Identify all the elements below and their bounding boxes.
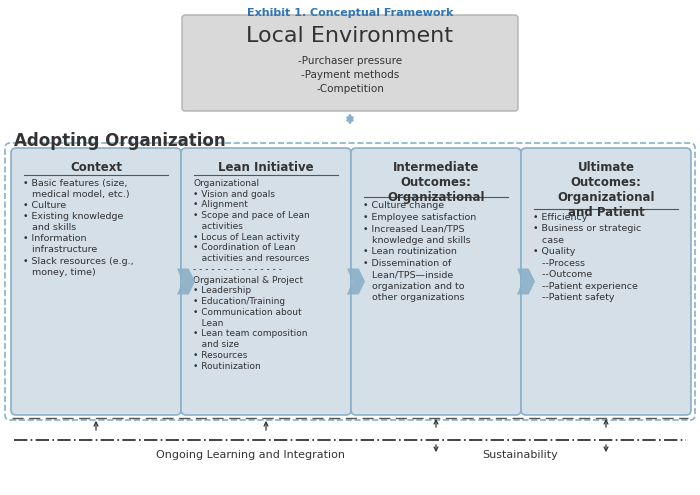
- Polygon shape: [517, 268, 535, 295]
- FancyBboxPatch shape: [181, 148, 351, 415]
- Polygon shape: [347, 268, 365, 295]
- Text: Adopting Organization: Adopting Organization: [14, 132, 225, 150]
- Text: Lean Initiative: Lean Initiative: [218, 161, 314, 174]
- Text: Organizational
• Vision and goals
• Alignment
• Scope and pace of Lean
   activi: Organizational • Vision and goals • Alig…: [193, 179, 309, 371]
- Text: Ongoing Learning and Integration: Ongoing Learning and Integration: [155, 450, 344, 460]
- FancyBboxPatch shape: [351, 148, 521, 415]
- Text: Intermediate
Outcomes:
Organizational: Intermediate Outcomes: Organizational: [387, 161, 484, 204]
- Text: Local Environment: Local Environment: [246, 26, 454, 46]
- Text: Ultimate
Outcomes:
Organizational
and Patient: Ultimate Outcomes: Organizational and Pa…: [557, 161, 654, 219]
- Text: • Basic features (size,
   medical model, etc.)
• Culture
• Existing knowledge
 : • Basic features (size, medical model, e…: [23, 179, 134, 277]
- Text: -Payment methods: -Payment methods: [301, 70, 399, 80]
- FancyBboxPatch shape: [11, 148, 181, 415]
- Text: Exhibit 1. Conceptual Framework: Exhibit 1. Conceptual Framework: [247, 8, 453, 18]
- FancyBboxPatch shape: [521, 148, 691, 415]
- Text: -Competition: -Competition: [316, 84, 384, 94]
- Text: -Purchaser pressure: -Purchaser pressure: [298, 56, 402, 66]
- Text: • Efficiency
• Business or strategic
   case
• Quality
   --Process
   --Outcome: • Efficiency • Business or strategic cas…: [533, 213, 641, 302]
- Text: • Culture change
• Employee satisfaction
• Increased Lean/TPS
   knowledge and s: • Culture change • Employee satisfaction…: [363, 201, 476, 302]
- Polygon shape: [177, 268, 195, 295]
- Text: Sustainability: Sustainability: [482, 450, 558, 460]
- Text: Context: Context: [70, 161, 122, 174]
- FancyBboxPatch shape: [182, 15, 518, 111]
